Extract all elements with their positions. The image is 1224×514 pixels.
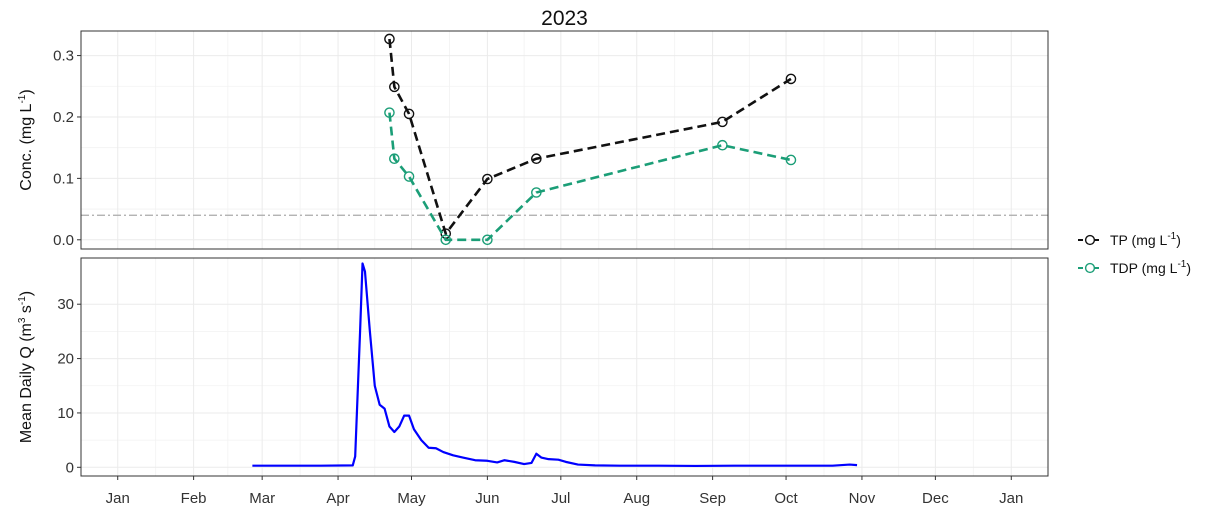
concentration-panel-background [81,31,1048,249]
y-tick-label: 0.3 [53,48,74,65]
x-tick-label: Aug [623,490,650,507]
y-tick-label: 0 [66,459,74,476]
y-tick-label: 30 [57,296,74,313]
y-tick-label: 0.2 [53,109,74,126]
tp-point [482,173,493,185]
tdp-point [785,154,797,166]
chart-title: 2023 [541,7,588,30]
x-tick-label: Jan [999,490,1023,507]
x-tick-label: Mar [249,490,275,507]
x-tick-label: Jul [551,490,570,507]
y-axis-title-discharge: Mean Daily Q (m3 s-1) [17,291,35,443]
y-tick-label: 10 [57,405,74,422]
tdp-point [384,107,395,118]
y-tick-label: 20 [57,351,74,368]
tdp-point [717,139,728,151]
x-tick-label: Feb [181,490,207,507]
x-tick-label: Jun [475,490,499,507]
tdp-point [403,171,415,182]
legend-key-marker-tp [1084,234,1096,246]
x-tick-label: Dec [922,490,949,507]
tdp-point [531,187,542,198]
tp-point [403,108,415,120]
tp-point [384,33,395,45]
tp-point [389,81,400,93]
y-axis-title-concentration: Conc. (mg L-1) [17,89,35,190]
legend-key-marker-tdp [1084,262,1096,274]
tdp-point [440,234,452,246]
discharge-panel-border [80,257,1049,477]
x-tick-label: Jan [106,490,130,507]
tdp-point [482,234,493,246]
tp-series-line [388,38,792,237]
tp-point [531,153,542,165]
y-tick-label: 0.0 [53,232,74,249]
x-tick-label: Apr [326,490,349,507]
y-tick-label: 0.1 [53,170,74,187]
discharge-series-line [252,262,858,468]
x-tick-label: Nov [849,490,876,507]
x-tick-label: Oct [774,490,798,507]
tdp-series-line [388,112,792,242]
legend-label-tp: TP (mg L-1) [1110,231,1181,248]
concentration-panel-border [80,30,1049,250]
tp-point [785,73,797,85]
tdp-point [389,153,400,165]
legend-label-tdp: TDP (mg L-1) [1110,259,1191,276]
discharge-panel-background [81,258,1048,476]
x-tick-label: Sep [699,490,726,507]
tp-point [717,116,728,128]
x-tick-label: May [397,490,426,507]
